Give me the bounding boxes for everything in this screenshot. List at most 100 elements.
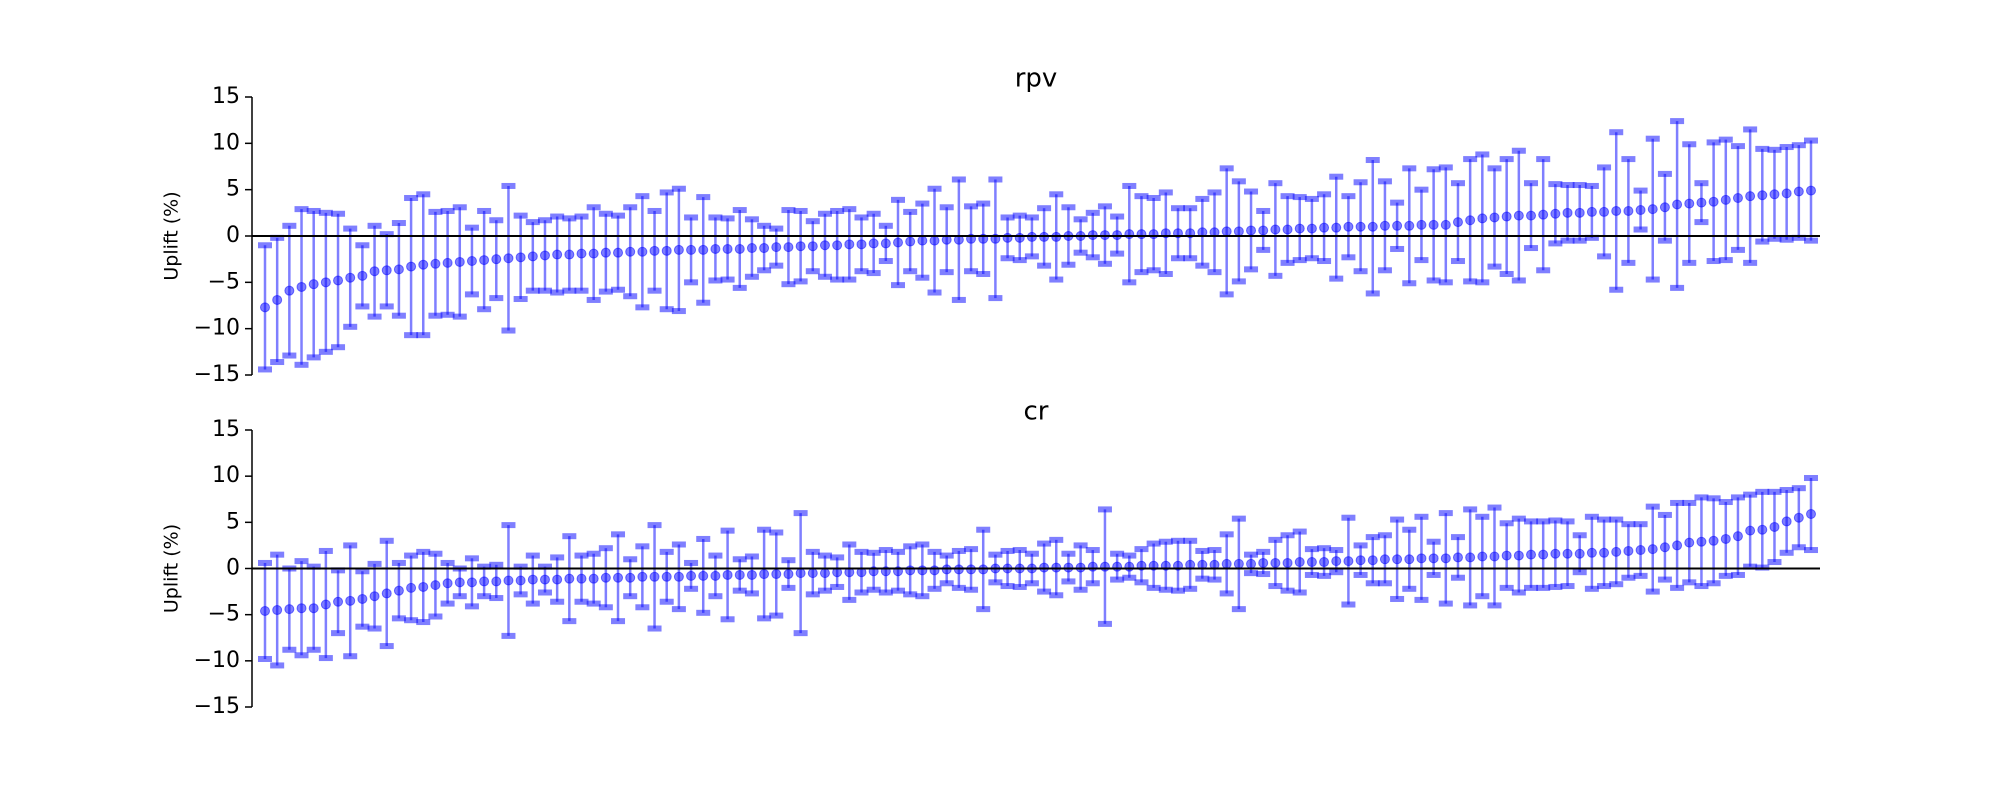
error-cap [1049,592,1064,599]
error-cap [270,234,285,241]
point [1404,220,1415,231]
error-cap [1438,510,1453,517]
point [1319,222,1330,233]
error-cap [611,531,626,538]
error-cap [1207,547,1222,554]
point [1343,221,1354,232]
point [1745,525,1756,536]
error-cap [671,308,686,315]
error-cap [927,585,942,592]
point [1696,197,1707,208]
point [454,577,465,588]
point [844,239,855,250]
point [1501,550,1512,561]
point [1574,207,1585,218]
error-cap [623,293,638,300]
error-cap [1061,550,1076,557]
error-cap [720,616,735,623]
point [880,238,891,249]
error-cap [1560,182,1575,189]
error-cap [1621,259,1636,266]
error-cap [537,589,552,596]
error-cap [1670,284,1685,291]
error-cap [854,548,869,555]
error-cap [891,196,906,203]
point [795,241,806,252]
point [564,249,575,260]
error-cap [1779,549,1794,556]
error-cap [1730,571,1745,578]
chart-title: cr [1024,397,1049,427]
error-cap [988,176,1003,183]
point [284,285,295,296]
error-cap [1718,499,1733,506]
error-cap [294,361,309,368]
error-cap [1268,272,1283,279]
error-cap [1353,268,1368,275]
point [1659,202,1670,213]
error-cap [258,559,272,566]
error-cap [696,535,711,542]
point [1392,554,1403,565]
error-cap [598,210,613,217]
error-cap [964,268,979,275]
error-cap [391,220,406,227]
error-cap [1256,548,1271,555]
error-cap [1743,491,1758,498]
error-cap [1804,547,1818,554]
error-cap [1450,258,1465,265]
error-cap [1597,516,1612,523]
error-cap [708,593,723,600]
error-cap [1706,495,1721,502]
error-cap [367,313,382,320]
error-cap [842,206,857,213]
point [1465,552,1476,563]
point [819,568,830,579]
error-cap [1548,583,1563,590]
error-cap [611,618,626,625]
error-cap [830,554,845,561]
error-cap [1584,182,1599,189]
error-cap [1207,576,1222,583]
error-cap [1061,578,1076,585]
error-cap [331,210,346,217]
point [1793,186,1804,197]
point [905,236,916,247]
point [1550,548,1561,559]
y-tick-label: 5 [226,509,240,534]
error-cap [1024,214,1039,221]
error-cap [1329,275,1344,282]
error-cap [732,587,747,594]
error-cap [1049,191,1064,198]
point [1696,536,1707,547]
point [746,569,757,580]
error-cap [1572,182,1587,189]
error-cap [428,312,443,319]
point [527,251,538,262]
error-cap [258,366,272,373]
error-cap [927,548,942,555]
point [345,272,356,283]
error-cap [1256,246,1271,253]
error-cap [1341,254,1356,261]
error-cap [343,323,358,330]
error-cap [1183,537,1198,544]
error-cap [537,217,552,224]
error-cap [1572,569,1587,576]
point [260,302,270,313]
error-cap [951,296,966,303]
error-cap [1767,488,1782,495]
error-cap [1657,511,1672,518]
error-cap [830,583,845,590]
error-cap [1499,584,1514,591]
error-cap [416,619,431,626]
point [1526,549,1537,560]
point [284,604,295,615]
point [466,577,477,588]
error-cap [696,194,711,201]
error-cap [1304,571,1319,578]
error-cap [550,213,565,220]
error-cap [1097,260,1112,267]
error-cap [1804,475,1818,482]
error-cap [1170,205,1185,212]
